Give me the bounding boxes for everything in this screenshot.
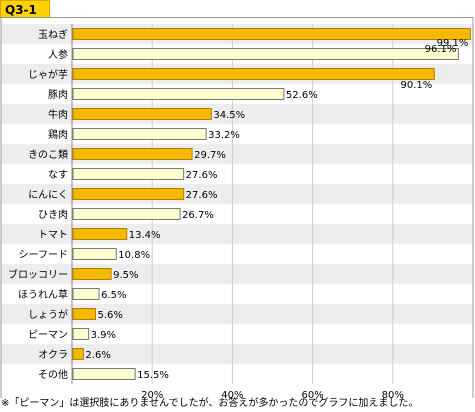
value-label: 99.1% xyxy=(437,38,469,49)
bar xyxy=(72,228,128,240)
category-label: オクラ xyxy=(38,349,68,361)
bar xyxy=(72,168,185,180)
category-label: トマト xyxy=(38,230,68,241)
category-label: シーフード xyxy=(19,250,68,261)
bar xyxy=(72,148,193,160)
chart-title: Q3-1 xyxy=(5,3,37,17)
row-stripe xyxy=(1,284,473,304)
bar xyxy=(72,368,136,380)
bar xyxy=(72,28,471,40)
value-label: 26.7% xyxy=(182,210,214,221)
chart-frame xyxy=(0,17,474,398)
category-label: 豚肉 xyxy=(48,88,68,101)
x-tick-label: 80% xyxy=(382,390,404,398)
category-label: ひき肉 xyxy=(38,208,68,221)
value-label: 13.4% xyxy=(129,230,161,241)
bar xyxy=(72,48,459,60)
category-label: しょうが xyxy=(28,308,68,321)
value-label: 33.2% xyxy=(208,130,240,141)
value-label: 6.5% xyxy=(101,290,126,301)
value-label: 27.6% xyxy=(186,190,218,201)
bar-chart: 玉ねぎ 99.1% 人参 96.1% じゃが芋 90.1% 豚肉 52.6% 牛肉 34.5% 鶏肉… xyxy=(0,17,474,398)
bar xyxy=(72,88,285,100)
category-label: きのこ類 xyxy=(28,149,68,161)
bar xyxy=(72,248,117,260)
value-label: 34.5% xyxy=(213,110,245,121)
category-label: その他 xyxy=(38,368,68,381)
value-label: 15.5% xyxy=(137,370,169,381)
bar xyxy=(72,348,84,360)
value-label: 9.5% xyxy=(113,270,138,281)
bar xyxy=(72,328,90,340)
category-label: ほうれん草 xyxy=(18,289,68,301)
value-label: 3.9% xyxy=(91,330,116,341)
bar xyxy=(72,108,212,120)
category-label: ピーマン xyxy=(28,329,68,341)
x-tick-label: 40% xyxy=(221,390,243,398)
footnote: ※「ピーマン」は選択肢にありませんでしたが、お答えが多かったのでグラフに加えまし… xyxy=(1,398,419,409)
bar xyxy=(72,288,100,300)
value-label: 27.6% xyxy=(186,170,218,181)
row-stripe xyxy=(1,304,473,324)
row-stripe xyxy=(1,324,473,344)
category-label: なす xyxy=(48,169,68,181)
value-label: 5.6% xyxy=(97,310,122,321)
category-label: じゃが芋 xyxy=(28,68,68,81)
category-label: 牛肉 xyxy=(48,108,68,121)
category-label: にんにく xyxy=(28,189,68,201)
bar xyxy=(72,128,207,140)
value-label: 29.7% xyxy=(194,150,226,161)
x-tick-label: 60% xyxy=(301,390,323,398)
value-label: 90.1% xyxy=(401,80,433,91)
value-label: 52.6% xyxy=(286,90,318,101)
x-tick-label: 20% xyxy=(141,390,163,398)
value-label: 10.8% xyxy=(118,250,150,261)
value-label: 2.6% xyxy=(85,350,110,361)
category-label: ブロッコリー xyxy=(8,268,68,281)
value-label: 96.1% xyxy=(425,44,457,55)
row-stripe xyxy=(1,264,473,284)
bar xyxy=(72,188,185,200)
bar xyxy=(72,68,435,80)
category-label: 鶏肉 xyxy=(48,128,68,141)
category-label: 人参 xyxy=(48,48,68,61)
bar xyxy=(72,208,181,220)
bar xyxy=(72,308,96,320)
row-stripe xyxy=(1,344,473,364)
bar xyxy=(72,268,112,280)
category-label: 玉ねぎ xyxy=(38,28,68,41)
row-stripe xyxy=(1,244,473,264)
